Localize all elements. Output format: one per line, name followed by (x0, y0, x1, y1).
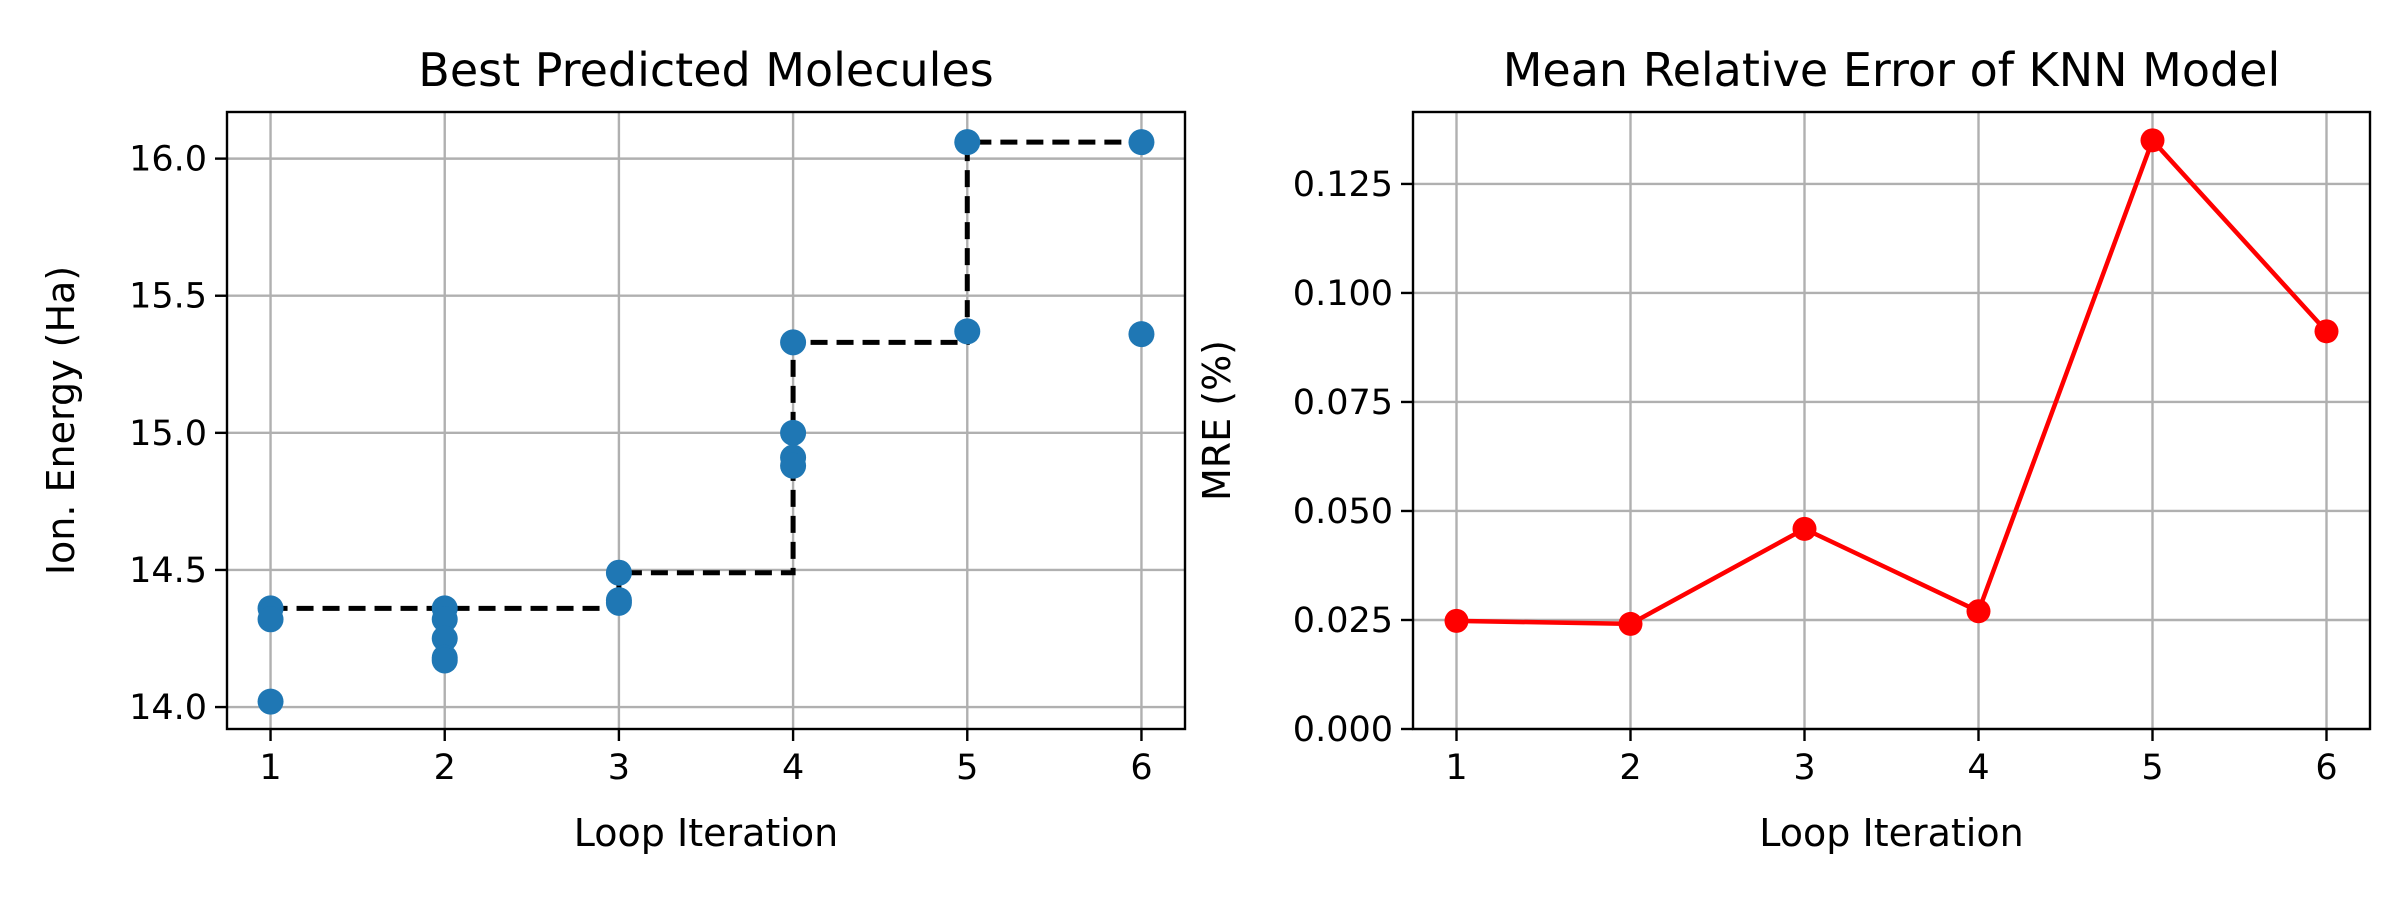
mre-data-point (1444, 608, 1469, 633)
mre-data-point (2314, 319, 2339, 344)
right-chart: 1 2 3 4 5 6 0.000 0.025 0.050 0.075 0.100 0.125 Mea… (1195, 43, 2372, 855)
scatter-point (257, 606, 284, 633)
mre-data-point (2140, 128, 2165, 153)
mre-series-line (1456, 136, 2329, 627)
scatter-point (431, 647, 458, 674)
left-chart-title: Best Predicted Molecules (418, 43, 993, 97)
right-x-axis-label: Loop Iteration (1759, 811, 2023, 855)
right-y-tick-label: 0.000 (1293, 710, 1393, 750)
scatter-point (431, 606, 458, 633)
left-x-tick-label: 6 (1130, 748, 1152, 788)
left-y-tick-label: 15.5 (129, 277, 207, 317)
scatter-point (954, 318, 981, 345)
left-grid (227, 112, 1185, 729)
left-x-tick-label: 5 (956, 748, 978, 788)
right-ticks: 1 2 3 4 5 6 0.000 0.025 0.050 0.075 0.100 0.125 (1293, 165, 2338, 788)
left-x-tick-label: 1 (259, 748, 281, 788)
left-y-tick-label: 14.5 (129, 551, 207, 591)
left-y-tick-label: 16.0 (129, 140, 207, 180)
right-chart-title: Mean Relative Error of KNN Model (1503, 43, 2281, 97)
mre-data-point (1618, 611, 1643, 636)
right-y-tick-label: 0.050 (1293, 492, 1393, 532)
scatter-point (780, 329, 807, 356)
right-x-tick-label: 3 (1793, 748, 1815, 788)
right-x-tick-label: 5 (2141, 748, 2163, 788)
scatter-point (780, 452, 807, 479)
left-chart: 1 2 3 4 5 6 14.0 14.5 15.0 15.5 16.0 Best Predicte… (39, 43, 1187, 855)
scatter-point (257, 688, 284, 715)
mre-data-point (1792, 516, 1817, 541)
left-ticks: 1 2 3 4 5 6 14.0 14.5 15.0 15.5 16.0 (129, 140, 1153, 788)
right-y-tick-label: 0.075 (1293, 383, 1393, 423)
scatter-point (431, 625, 458, 652)
left-x-axis-label: Loop Iteration (574, 811, 838, 855)
right-y-axis-label: MRE (%) (1195, 340, 1239, 501)
scatter-point (605, 589, 632, 616)
scatter-point (780, 419, 807, 446)
left-x-tick-label: 2 (434, 748, 456, 788)
left-marks (257, 129, 1155, 715)
right-y-tick-label: 0.025 (1293, 601, 1393, 641)
right-plot-frame (1411, 110, 2372, 731)
left-x-tick-label: 3 (608, 748, 630, 788)
left-x-tick-label: 4 (782, 748, 804, 788)
scatter-point (1128, 321, 1155, 348)
right-x-tick-label: 2 (1619, 748, 1641, 788)
best-so-far-step-line (270, 139, 1142, 611)
right-y-tick-label: 0.100 (1293, 274, 1393, 314)
scatter-point (605, 559, 632, 586)
mre-data-point (1966, 599, 1991, 624)
right-x-tick-label: 4 (1967, 748, 1989, 788)
left-plot-frame (225, 110, 1187, 731)
scatter-point (1128, 129, 1155, 156)
left-y-tick-label: 14.0 (129, 688, 207, 728)
scatter-point (954, 129, 981, 156)
left-y-axis-label: Ion. Energy (Ha) (39, 266, 83, 575)
right-x-tick-label: 6 (2315, 748, 2337, 788)
right-x-tick-label: 1 (1445, 748, 1467, 788)
right-y-tick-label: 0.125 (1293, 165, 1393, 205)
right-marks (1444, 128, 2339, 636)
left-y-tick-label: 15.0 (129, 414, 207, 454)
